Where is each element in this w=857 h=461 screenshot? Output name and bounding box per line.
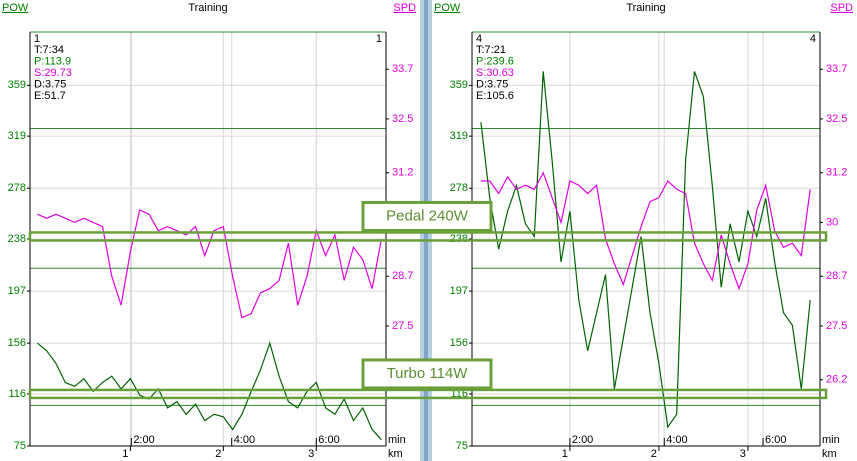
- annotation-band: [28, 388, 828, 400]
- info-label: S:30.63: [476, 67, 514, 79]
- y2-tick-label: 31.2: [826, 167, 847, 179]
- annotation-box: [361, 200, 493, 232]
- chart-title: Training: [626, 2, 665, 14]
- y2-tick-label: 27.5: [826, 320, 847, 332]
- x-axis-label: km: [822, 448, 837, 460]
- y-tick-label: 238: [450, 233, 468, 245]
- y-tick-label: 197: [450, 285, 468, 297]
- y-tick-label: 319: [8, 130, 26, 142]
- x2-tick-label: 2:00: [133, 434, 154, 446]
- info-label: P:239.6: [476, 55, 514, 67]
- info-label: E:51.7: [34, 90, 66, 102]
- y-tick-label: 359: [8, 79, 26, 91]
- info-label: D:3.75: [34, 78, 66, 90]
- y2-tick-label: 33.7: [826, 63, 847, 75]
- x-tick-label: 2: [215, 448, 221, 460]
- x-tick-label: 2: [651, 448, 657, 460]
- y-tick-label: 278: [450, 182, 468, 194]
- info-label: E:105.6: [476, 90, 514, 102]
- y-tick-label: 238: [8, 233, 26, 245]
- x2-axis-label: min: [388, 434, 406, 446]
- y2-tick-label: 33.7: [392, 63, 413, 75]
- corner-label: 1: [34, 33, 40, 45]
- y-tick-label: 278: [8, 182, 26, 194]
- y2-tick-label: 32.5: [392, 113, 413, 125]
- y-axis-label: POW: [2, 2, 29, 14]
- y2-axis-label: SPD: [830, 2, 853, 14]
- info-label: T:7:34: [34, 44, 64, 56]
- corner-label: 4: [476, 33, 482, 45]
- x-tick-label: 1: [562, 448, 568, 460]
- y-tick-label: 116: [8, 388, 26, 400]
- x2-tick-label: 4:00: [234, 434, 255, 446]
- y-tick-label: 75: [456, 440, 468, 452]
- x2-tick-label: 6:00: [765, 434, 786, 446]
- x-axis-label: km: [388, 448, 403, 460]
- y2-tick-label: 26.2: [826, 374, 847, 386]
- y2-axis-label: SPD: [393, 2, 416, 14]
- info-label: P:113.9: [34, 55, 71, 67]
- x-tick-label: 1: [122, 448, 128, 460]
- y-axis-label: POW: [434, 2, 461, 14]
- corner-label: 1: [376, 33, 382, 45]
- info-label: D:3.75: [476, 78, 508, 90]
- annotation-label: Pedal 240W: [386, 207, 469, 224]
- y2-tick-label: 30: [826, 216, 838, 228]
- x2-tick-label: 6:00: [318, 434, 339, 446]
- y-tick-label: 75: [14, 440, 26, 452]
- y2-tick-label: 28.7: [826, 270, 847, 282]
- y-tick-label: 156: [450, 337, 468, 349]
- y2-tick-label: 28.7: [392, 270, 413, 282]
- y-tick-label: 156: [8, 337, 26, 349]
- y2-tick-label: 27.5: [392, 320, 413, 332]
- chart-title: Training: [188, 2, 227, 14]
- x-tick-label: 3: [740, 448, 746, 460]
- series-line: [37, 209, 382, 319]
- x2-tick-label: 4:00: [666, 434, 687, 446]
- annotation-box: [361, 358, 493, 390]
- info-label: T:7:21: [476, 44, 506, 56]
- y2-tick-label: 31.2: [392, 167, 413, 179]
- annotation-label: Turbo 114W: [387, 365, 469, 382]
- y-tick-label: 359: [450, 79, 468, 91]
- y-tick-label: 197: [8, 285, 26, 297]
- x-tick-label: 3: [308, 448, 314, 460]
- y2-tick-label: 32.5: [826, 113, 847, 125]
- x2-tick-label: 2:00: [572, 434, 593, 446]
- info-label: S:29.73: [34, 67, 72, 79]
- corner-label: 4: [810, 33, 816, 45]
- series-line: [480, 171, 811, 291]
- annotation-band: [28, 231, 828, 242]
- x2-axis-label: min: [822, 434, 840, 446]
- y-tick-label: 319: [450, 130, 468, 142]
